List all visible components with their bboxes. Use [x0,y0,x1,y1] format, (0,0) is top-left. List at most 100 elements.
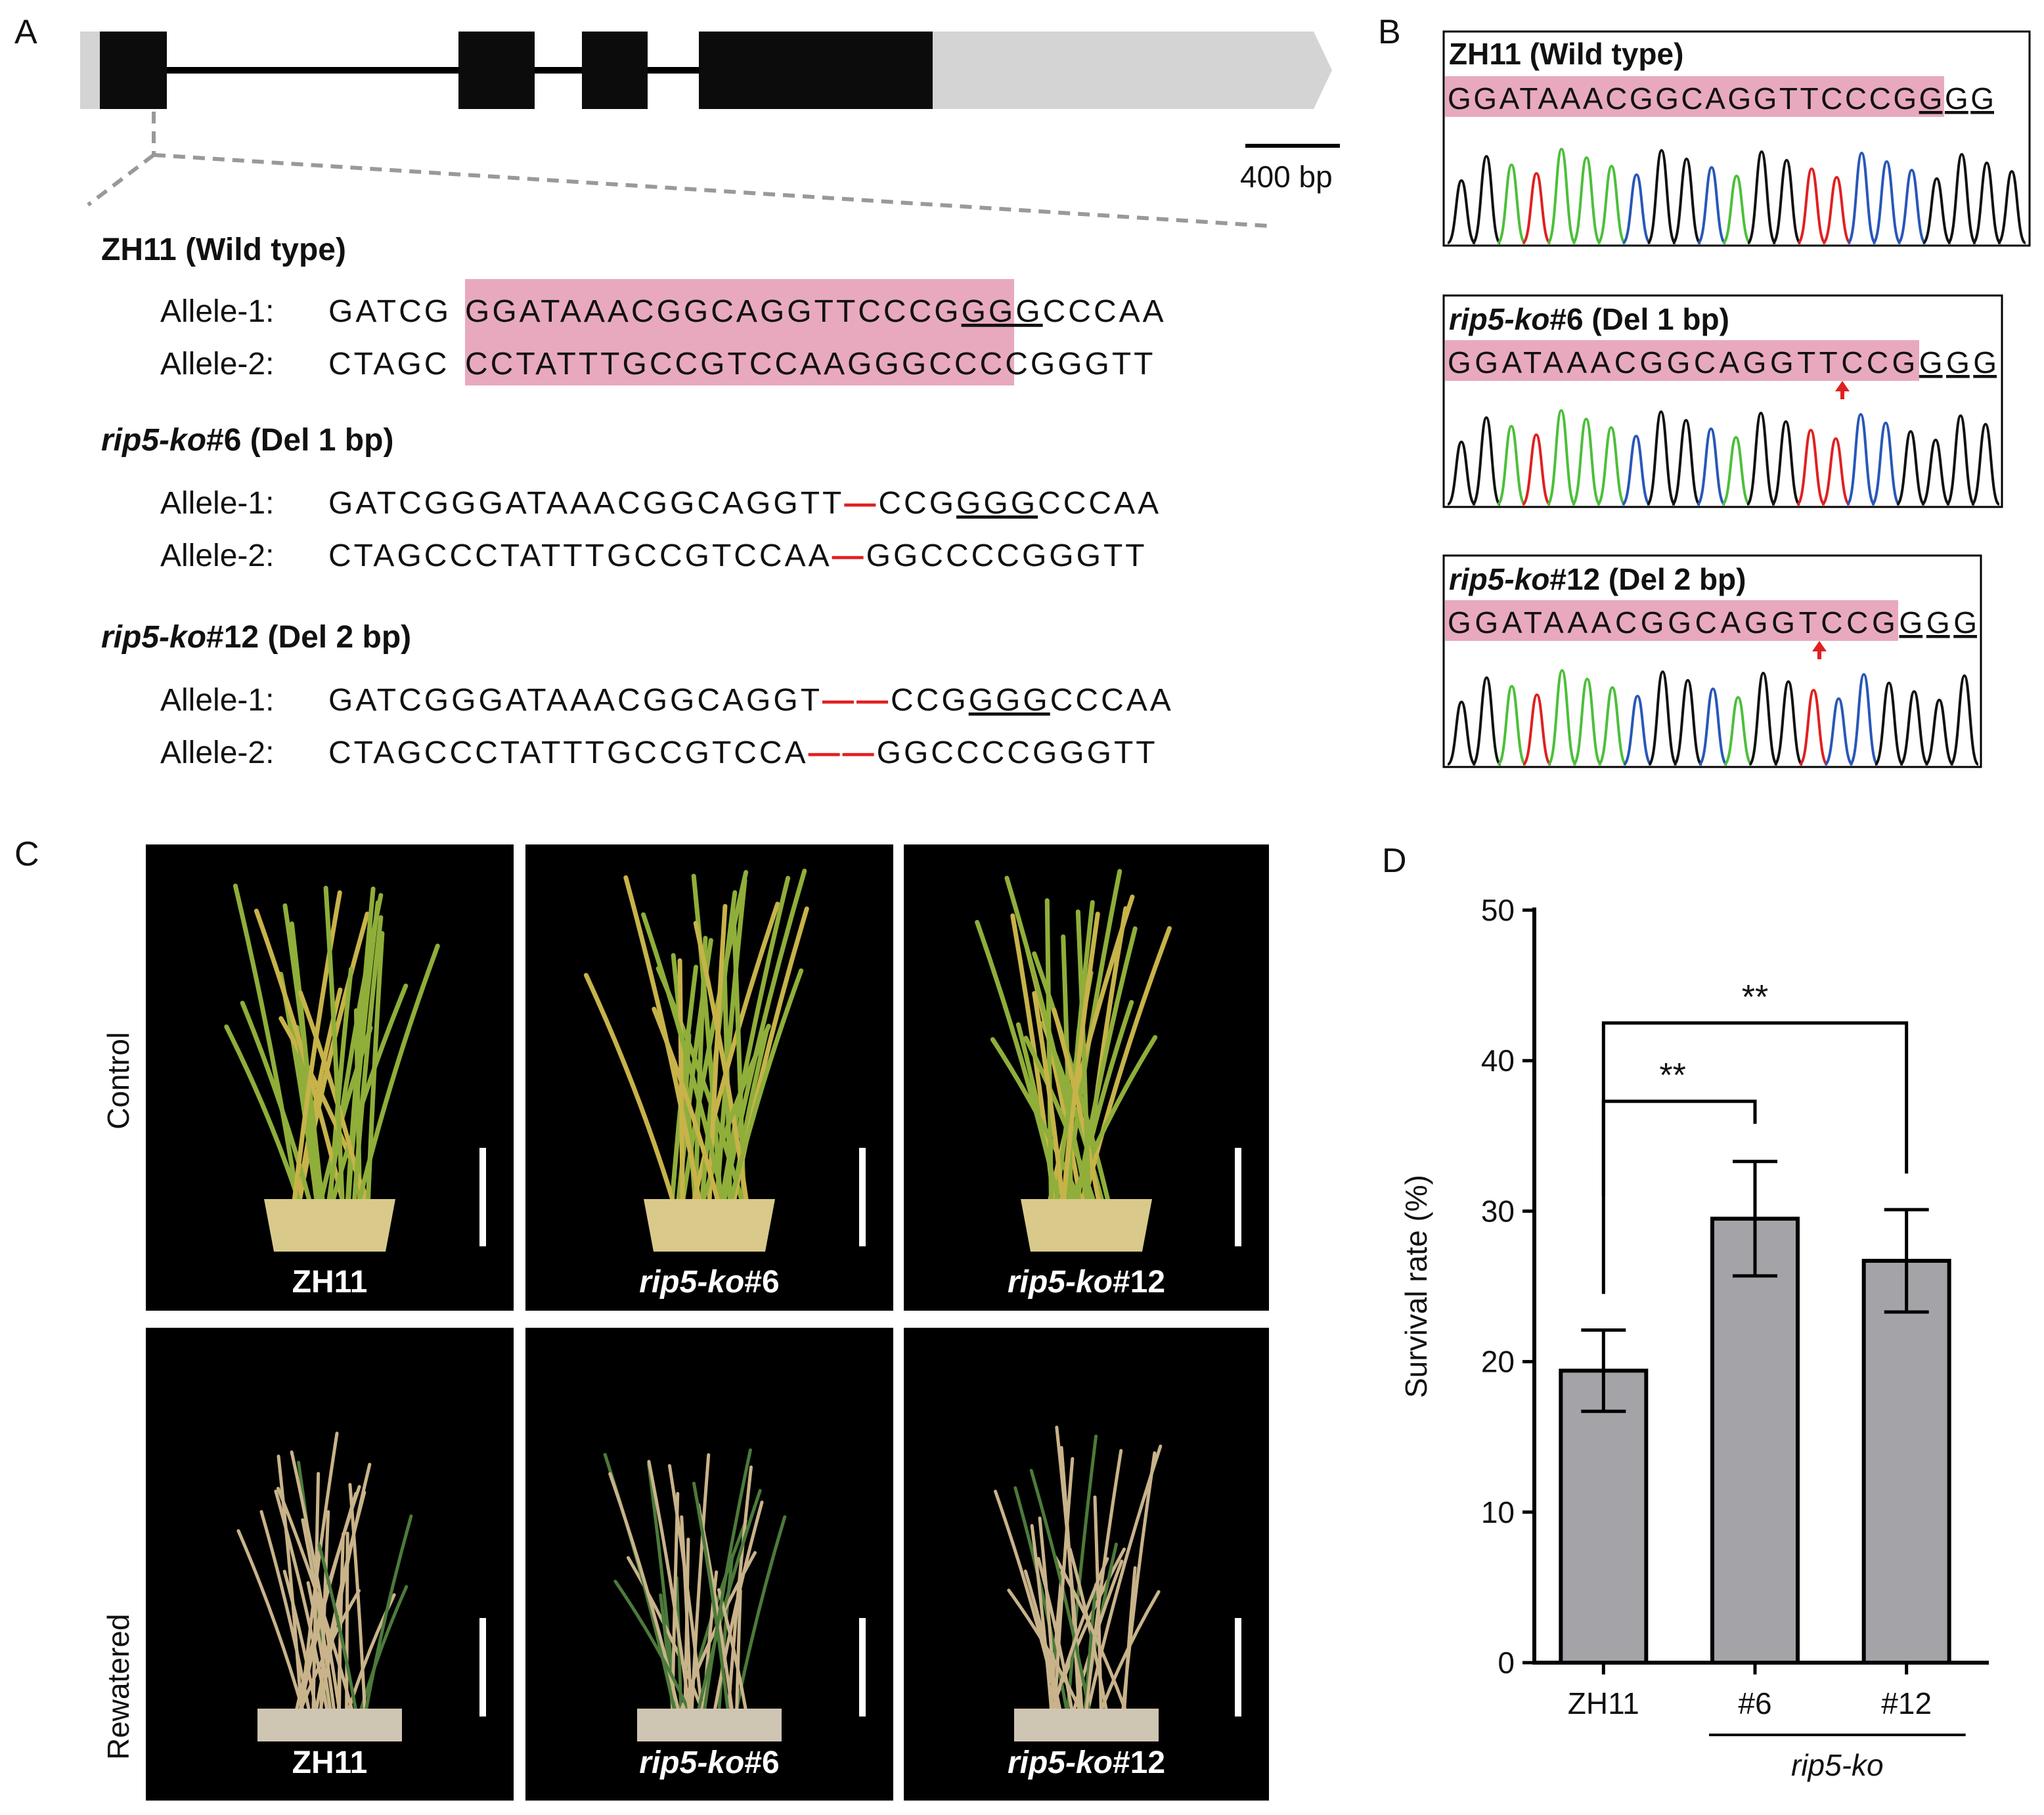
trace-peak [1446,700,1477,766]
plant-leaf [323,885,345,1202]
plant-leaf [703,1448,752,1711]
exon-1 [100,32,167,109]
ko6-allele1-seq: GATCGGGATAAACGGCAGGTT—CCGGGGCCCAA [328,486,1161,521]
ko6-allele2-label: Allele-2: [160,538,274,573]
plant-leaf [1038,1516,1057,1711]
trace-peak [1696,427,1726,506]
photo-rewatered-ko6 [525,1328,893,1801]
plant-leaf [697,1489,762,1711]
chromatogram-ko12-title: rip5-ko#12 (Del 2 bp) [1449,562,1746,596]
caption-rewatered-ko6: rip5-ko#6 [639,1745,779,1780]
y-tick-label: 20 [1481,1345,1515,1379]
chromatogram-ko6-trace [1446,408,2001,506]
trace-peak [1596,426,1626,506]
chromatogram-ko12-arrow [1812,641,1827,659]
ko6-allele2-seq: CTAGCCCTATTTGCCGTCCAA—GGCCCCGGGTT [328,538,1147,573]
wt-allele1-seq: GATCG GGATAAACGGCAGGTTCCCGGGGCCCAA [328,294,1166,329]
trace-peak [1522,171,1551,244]
gene-model: 400 bp [80,32,1340,228]
trace-peak [1971,161,2002,244]
trace-peak [1671,418,1701,506]
photo-scale-bar [1235,1148,1241,1246]
plant-pot [1014,1709,1159,1741]
trace-peak [1746,150,1777,244]
caption-rewatered-zh11: ZH11 [292,1745,368,1780]
chromatogram-ko12-highlight [1445,600,1898,641]
trace-peak [1796,167,1827,244]
ko6-title: rip5-ko#6 (Del 1 bp) [101,423,393,458]
caption-control-zh11: ZH11 [292,1265,368,1300]
plant-leaf [1051,1557,1109,1711]
chromatogram-ko12-box [1442,554,1982,768]
plant-leaf [1007,1588,1082,1711]
bar [1861,1259,1951,1665]
plant-leaf [667,1464,703,1711]
chromatogram-wt-trace [1446,147,2027,244]
bar [1710,1216,1800,1665]
plant-leaf [583,973,675,1202]
x-tick-label: #12 [1881,1686,1932,1720]
plant-leaf [1084,1449,1123,1711]
plant-leaf [292,890,342,1202]
trace-peak [1446,440,1477,506]
photo-scale-bar [859,1618,866,1717]
plant-leaf [729,968,804,1202]
trace-peak [1748,671,1779,766]
plant-leaf [652,1007,720,1202]
trace-peak [1771,420,1801,506]
chromatogram-ko6-arrow [1835,381,1850,399]
trace-peak [1922,177,1951,244]
trace-peak [1597,686,1628,766]
wt-allele2-label: Allele-2: [160,347,274,382]
trace-peak [1871,160,1902,244]
plant-leaf [319,1462,372,1711]
plant-leaf [1049,1569,1064,1711]
trace-peak [1471,416,1501,506]
trace-peak [1924,698,1954,766]
panel-b: B ZH11 (Wild type) GGATAAACGGCAGGTTCCCGG… [1378,13,2031,768]
plant-leaf [366,930,385,1202]
wt-title: ZH11 (Wild type) [101,232,346,267]
significance-label: ** [1659,1057,1685,1095]
ko12-allele1-label: Allele-1: [160,683,274,718]
trace-peak [1773,680,1804,766]
row-label-rewatered: Rewatered [101,1614,135,1760]
plant-pot [264,1199,395,1252]
plant-leaf [1082,926,1172,1202]
plant-leaf [1068,1547,1108,1711]
trace-peak [1646,410,1676,506]
photo-control-zh11 [146,844,514,1311]
trace-peak [1821,437,1851,506]
trace-peak [1596,164,1627,244]
y-tick-label: 50 [1481,893,1515,927]
plant-leaf [300,1432,339,1711]
trace-peak [1571,156,1602,244]
plant-leaf [1121,1451,1157,1711]
trace-peak [1824,697,1854,766]
plant-leaf [306,1581,332,1711]
plant-leaf [326,892,384,1202]
exon-3 [582,32,648,109]
plant-leaf [282,1569,318,1711]
plant-leaf [240,1001,311,1202]
trace-peak [1471,676,1502,766]
photo-rewatered-zh11 [146,1328,514,1801]
plant-leaf [722,868,807,1202]
zoom-guide-left [87,153,155,207]
trace-peak [1722,174,1752,244]
trace-peak [1572,677,1603,766]
trace-peak [1547,668,1578,766]
plant-leaf [289,921,321,1202]
trace-peak [1672,678,1703,766]
survival-rate-chart: 0 10 20 30 40 50 Survival rate (%) ZH11 #6 #12 rip… [1399,893,1989,1782]
chromatogram-wt-seq: GGATAAACGGCAGGTTCCCGGGG [1448,81,1994,116]
photo-control-ko6 [525,844,893,1311]
trace-peak [1622,694,1653,766]
plant-leaf [1053,1456,1075,1711]
plant-leaf [993,1489,1061,1711]
plant-leaf [613,1579,690,1711]
chromatogram-wt-highlight [1445,76,1944,117]
plant-leaf [1055,1426,1084,1711]
plant-leaf [259,1510,311,1711]
